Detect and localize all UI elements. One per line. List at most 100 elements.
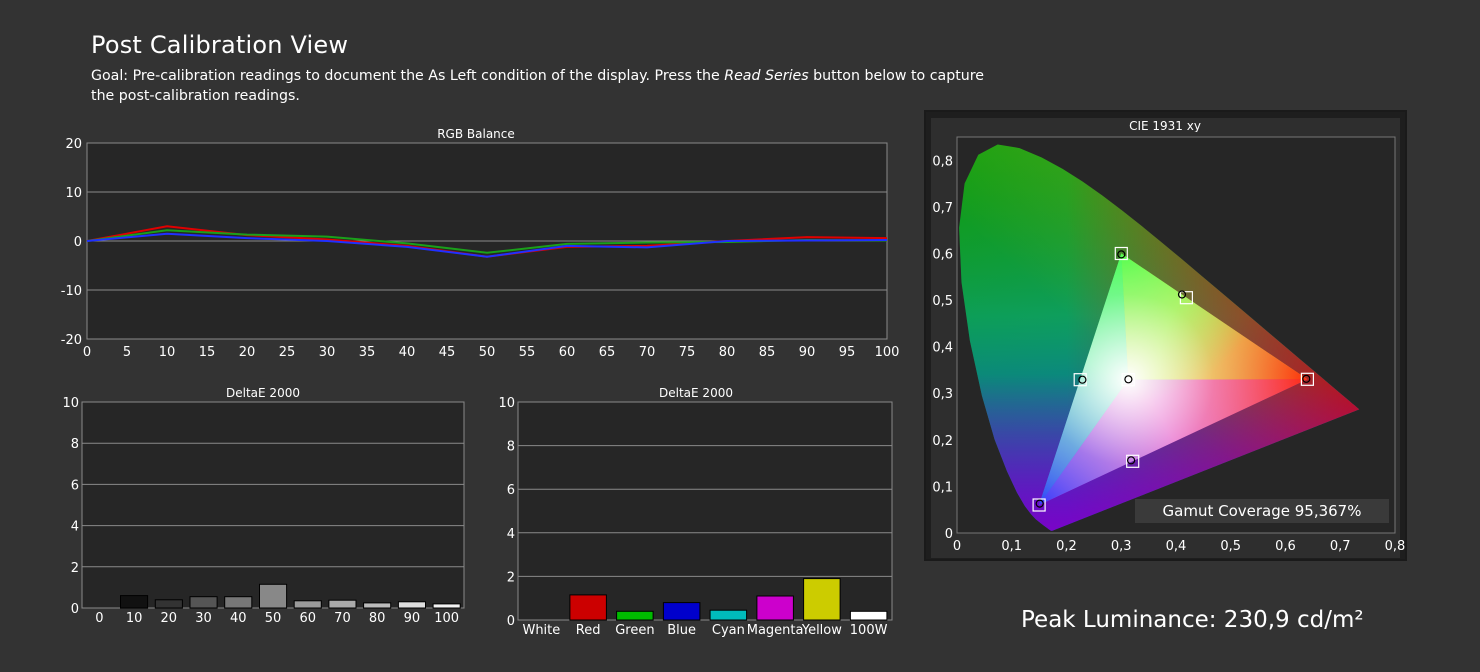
cie-x-tick: 0,8	[1385, 539, 1406, 554]
deltae-gray-x-tick: 80	[369, 611, 386, 626]
rgb-x-tick: 95	[839, 345, 856, 360]
cie-target-green	[1114, 246, 1128, 261]
rgb-x-tick: 15	[199, 345, 216, 360]
deltae-gray-x-tick: 0	[95, 611, 103, 626]
rgb-y-tick: -20	[61, 333, 82, 348]
rgb-balance-chart: RGB Balance -20 -10 0 10 20 0 5 10 15 20 25 30 35 40 4…	[61, 127, 900, 360]
deltae-color-y-tick: 10	[498, 396, 515, 411]
cie-y-tick: 0,3	[932, 387, 953, 402]
rgb-x-tick: 45	[439, 345, 456, 360]
deltae-color-x-tick: 100W	[850, 623, 888, 638]
deltae-gray-bar-40	[224, 596, 253, 609]
deltae-gray-y-tick: 2	[71, 561, 79, 576]
deltae-gray-y-tick: 10	[62, 396, 79, 411]
cie-y-tick: 0,1	[932, 480, 953, 495]
cie-x-tick: 0,7	[1330, 539, 1351, 554]
rgb-x-tick: 85	[759, 345, 776, 360]
deltae-gray-x-tick: 60	[299, 611, 316, 626]
deltae-gray-x-tick: 70	[334, 611, 351, 626]
deltae-color-title: DeltaE 2000	[659, 386, 733, 400]
deltae-gray-y-tick: 8	[71, 437, 79, 452]
goal-text-suffix: button below to capture the post-calibra…	[91, 68, 984, 104]
deltae-color-y-tick: 8	[507, 440, 515, 455]
deltae-color-x-tick: Blue	[667, 623, 696, 638]
deltae-gray-x-tick: 10	[126, 611, 143, 626]
cie-measured-yellow	[1177, 290, 1187, 299]
rgb-y-tick: 20	[65, 137, 82, 152]
deltae-color-x-tick: Cyan	[712, 623, 745, 638]
cie-x-tick: 0,4	[1166, 539, 1187, 554]
rgb-x-tick: 80	[719, 345, 736, 360]
cie-target-white	[1121, 373, 1135, 387]
deltae-gray-x-tick: 30	[195, 611, 212, 626]
cie-target-magenta	[1126, 454, 1140, 468]
cie-x-tick: 0,5	[1220, 539, 1241, 554]
rgb-x-tick: 55	[519, 345, 536, 360]
deltae-color-y-tick: 6	[507, 483, 515, 498]
rgb-y-tick: -10	[61, 284, 82, 299]
deltae-gray-bar-80	[363, 602, 392, 609]
deltae-gray-y-tick: 0	[71, 602, 79, 617]
cie-title: CIE 1931 xy	[1129, 119, 1201, 133]
deltae-color-x-tick: Red	[576, 623, 601, 638]
deltae-color-x-tick: Yellow	[801, 623, 842, 638]
deltae-grayscale-plot-area	[81, 401, 465, 609]
rgb-x-tick: 100	[875, 345, 900, 360]
rgb-balance-title: RGB Balance	[437, 127, 515, 141]
cie-target-red	[1300, 372, 1315, 386]
rgb-x-tick: 25	[279, 345, 296, 360]
cie-y-tick: 0	[945, 527, 953, 542]
rgb-x-tick: 5	[123, 345, 131, 360]
deltae-gray-x-tick: 20	[161, 611, 178, 626]
deltae-color-x-tick: White	[522, 623, 560, 638]
read-series-emphasis: Read Series	[724, 68, 809, 84]
deltae-color-y-tick: 4	[507, 527, 515, 542]
deltae-gray-y-tick: 6	[71, 478, 79, 493]
deltae-color-bar-cyan	[709, 609, 748, 621]
cie-x-tick: 0	[953, 539, 961, 554]
deltae-color-bar-yellow	[803, 578, 841, 621]
deltae-color-x-tick: Green	[615, 623, 654, 638]
deltae-gray-bar-10	[120, 595, 149, 609]
cie-y-tick: 0,5	[932, 294, 953, 309]
deltae-gray-bar-50	[259, 583, 288, 609]
cie-measured-magenta	[1126, 456, 1136, 465]
rgb-x-tick: 75	[679, 345, 696, 360]
cie-y-tick: 0,4	[932, 341, 953, 356]
rgb-x-tick: 40	[399, 345, 416, 360]
deltae-gray-bar-90	[397, 601, 426, 609]
cie-x-tick: 0,6	[1275, 539, 1296, 554]
cie-triangle-white-glow	[1039, 253, 1308, 505]
deltae-color-y-tick: 2	[507, 570, 515, 585]
deltae-gray-bar-30	[189, 596, 218, 609]
deltae-color-bar-red	[569, 594, 607, 621]
rgb-x-tick: 70	[639, 345, 656, 360]
deltae-gray-x-tick: 40	[230, 611, 247, 626]
cie-x-tick: 0,1	[1001, 539, 1022, 554]
rgb-x-tick: 0	[83, 345, 91, 360]
rgb-x-tick: 50	[479, 345, 496, 360]
cie-measured-white	[1124, 375, 1133, 384]
cie-title-bar	[931, 118, 1400, 132]
deltae-gray-bar-70	[328, 599, 357, 609]
deltae-color-y-tick: 0	[507, 614, 515, 629]
peak-luminance-label: Peak Luminance: 230,9 cd/m²	[1021, 607, 1364, 633]
rgb-x-tick: 20	[239, 345, 256, 360]
deltae-gray-bar-100	[432, 603, 461, 609]
rgb-y-tick: 10	[65, 186, 82, 201]
deltae-gray-x-tick: 50	[265, 611, 282, 626]
deltae-color-bar-green	[616, 610, 654, 621]
deltae-color-chart: DeltaE 2000 0 2 4 6 8 10 White Red Green Blue Cyan…	[498, 386, 893, 638]
deltae-gray-x-tick: 100	[434, 611, 459, 626]
cie-y-tick: 0,7	[932, 201, 953, 216]
deltae-color-bar-magenta	[756, 595, 794, 621]
gamut-coverage-label: Gamut Coverage 95,367%	[1163, 502, 1362, 520]
cie-x-tick: 0,3	[1111, 539, 1132, 554]
rgb-x-tick: 90	[799, 345, 816, 360]
deltae-color-x-tick: Magenta	[747, 623, 804, 638]
deltae-color-bar-blue	[662, 602, 701, 621]
cie-measured-blue	[1035, 499, 1044, 508]
page-title: Post Calibration View	[91, 31, 349, 59]
cie-x-tick: 0,2	[1056, 539, 1077, 554]
